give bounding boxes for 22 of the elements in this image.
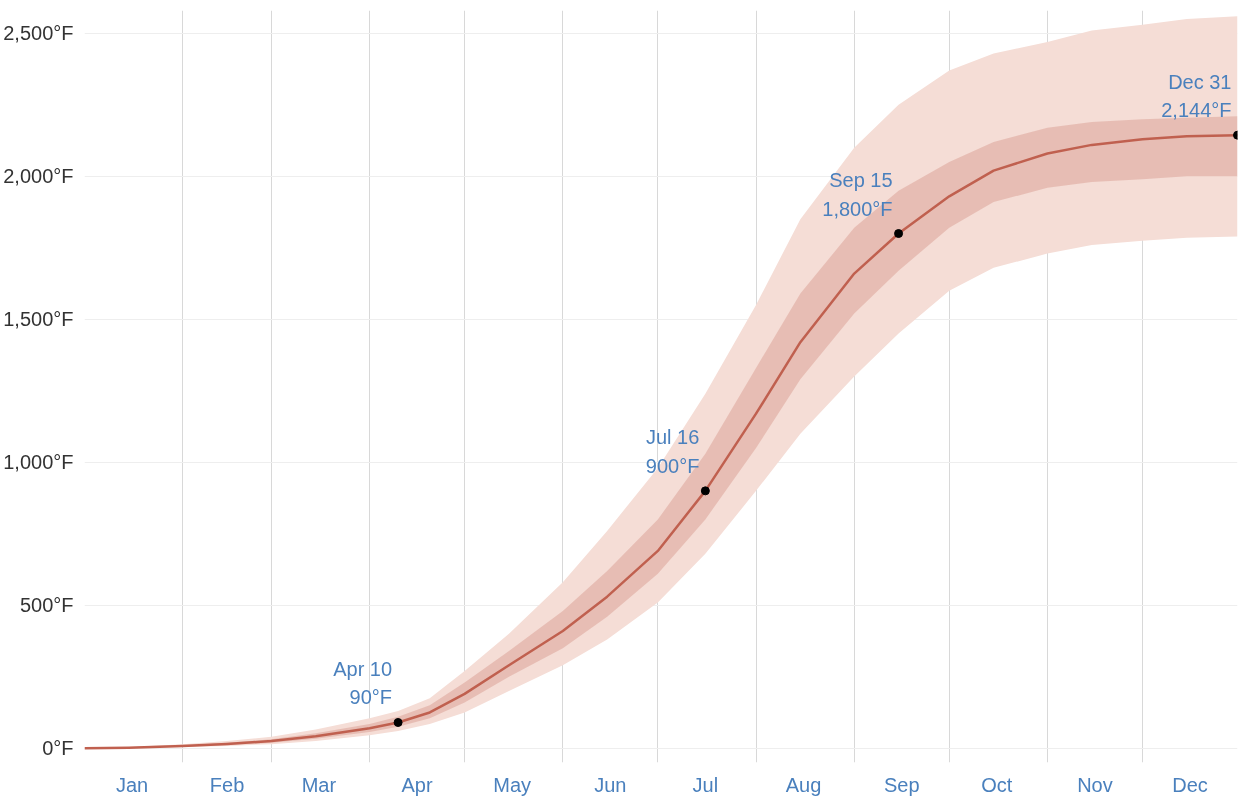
y-tick-label: 2,000°F (3, 165, 74, 188)
x-tick-label: Jan (115, 773, 149, 796)
x-tick-label: Oct (981, 773, 1013, 796)
x-tick-label: Apr (401, 773, 433, 796)
annotation: Sep 15 1,800°F (822, 168, 893, 220)
x-tick-label: Jul (692, 773, 719, 796)
x-tick-label: Aug (785, 773, 822, 796)
x-tick-label: Sep (883, 773, 920, 796)
x-tick-label: May (493, 773, 532, 796)
x-tick-label: Feb (209, 773, 245, 796)
y-tick-label: 2,500°F (3, 22, 74, 45)
annotation: Jul 16 900°F (645, 426, 700, 477)
x-tick-label: Dec (1172, 773, 1208, 796)
x-tick-label: Jun (594, 773, 627, 796)
y-tick-label: 1,500°F (3, 308, 74, 331)
y-tick-label: 1,000°F (3, 451, 74, 474)
x-tick-label: Nov (1077, 773, 1113, 796)
y-tick-label: 500°F (19, 594, 74, 617)
annotation: Apr 10 90°F (333, 657, 393, 709)
x-tick-label: Mar (301, 773, 337, 796)
y-tick-label: 0°F (42, 737, 74, 760)
annotation: Dec 31 2,144°F (1161, 70, 1232, 122)
